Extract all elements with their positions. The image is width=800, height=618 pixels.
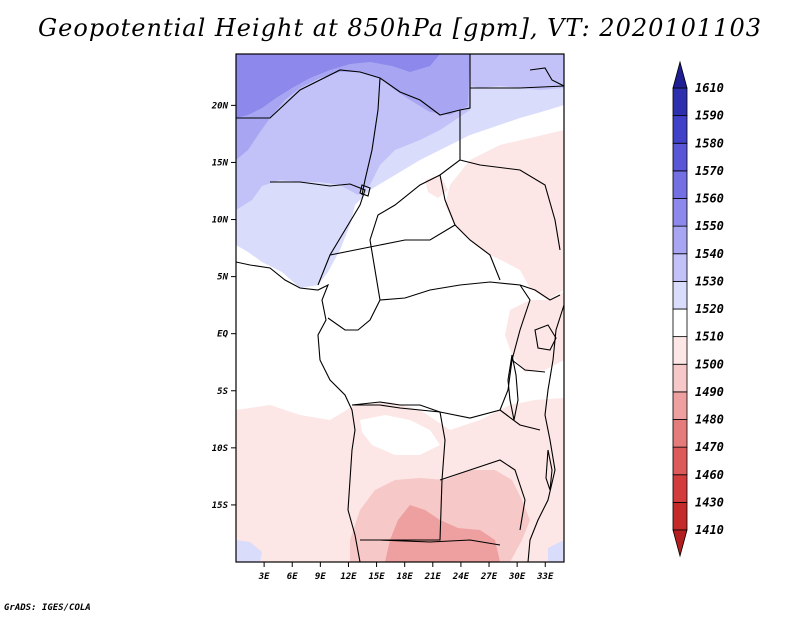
border-chad-east (439, 174, 456, 226)
contour-1500-east (445, 130, 564, 300)
border-car (329, 224, 501, 281)
colorbar-swatch (672, 198, 688, 227)
colorbar-label: 1490 (695, 385, 724, 399)
lat-label: 10S (212, 444, 229, 454)
lat-label: 5N (217, 273, 228, 283)
lat-label: 15S (212, 501, 229, 511)
colorbar-label: 1560 (695, 192, 724, 206)
contour-1480-south (385, 505, 500, 562)
lon-label: 33E (536, 572, 554, 582)
contour-1500-lake (505, 292, 564, 372)
colorbar-label: 1520 (695, 302, 724, 316)
lon-label: 30E (508, 572, 526, 582)
colorbar-swatch (672, 336, 688, 365)
lon-label: 27E (480, 572, 498, 582)
border-namibia (360, 539, 501, 546)
colorbar-label: 1610 (695, 81, 724, 95)
colorbar-label: 1430 (695, 495, 724, 509)
longitude-axis: 3E 6E 9E 12E 15E 18E 21E 24E 27E 30E 33E (258, 562, 554, 582)
colorbar-swatch (672, 253, 688, 282)
lat-label: EQ (217, 330, 228, 340)
lon-label: 18E (397, 572, 414, 582)
colorbar-swatch (672, 280, 688, 310)
lon-label: 21E (424, 572, 442, 582)
colorbar-label: 1480 (695, 413, 724, 427)
colorbar-label: 1460 (695, 468, 724, 482)
border-uganda (519, 284, 561, 301)
colorbar-swatch (672, 474, 688, 503)
contour-1510-inland (360, 415, 440, 455)
colorbar-swatch (672, 363, 688, 393)
colorbar-swatch (672, 170, 688, 199)
colorbar-swatch (672, 308, 688, 338)
colorbar-label: 1550 (695, 219, 724, 233)
border-niger-chad (361, 77, 381, 196)
colorbar-high-arrow (672, 60, 688, 89)
coastlines-and-borders (236, 54, 564, 562)
contour-1560 (236, 54, 440, 118)
border-east-inland (499, 359, 546, 431)
colorbar-label: 1530 (695, 274, 724, 288)
lon-label: 3E (258, 572, 270, 582)
border-zambia (439, 459, 526, 531)
coastline-redsea (529, 67, 564, 87)
border-sudan-south (459, 159, 561, 251)
colorbar-label: 1580 (695, 136, 724, 150)
colorbar-swatch (672, 225, 688, 255)
colorbar-low-arrow (672, 529, 688, 558)
lon-label: 15E (368, 572, 385, 582)
shaded-field (236, 54, 564, 562)
map-frame (235, 53, 565, 563)
colorbar-swatch (672, 142, 688, 172)
lon-label: 9E (315, 572, 326, 582)
colorbar-swatch (672, 446, 688, 476)
contour-1520-sw (236, 540, 262, 562)
contour-1550-corner (470, 54, 564, 90)
lake-victoria (534, 324, 557, 351)
lake-malawi (545, 449, 553, 491)
colorbar-label: 1570 (695, 164, 724, 178)
coastline-east (527, 304, 564, 562)
colorbar-label: 1540 (695, 247, 724, 261)
colorbar-label: 1500 (695, 357, 724, 371)
lon-label: 6E (287, 572, 298, 582)
border-sahel (236, 54, 471, 119)
border-congo (327, 239, 381, 331)
border-nigeria (270, 181, 366, 286)
chart-title: Geopotential Height at 850hPa [gpm], VT:… (38, 14, 762, 42)
contour-1520-se (548, 540, 564, 562)
lake-chad (359, 184, 371, 197)
lake-tanganyika (507, 354, 519, 421)
coastline-west (236, 261, 361, 562)
colorbar-label: 1590 (695, 109, 724, 123)
latitude-axis: 20N 15N 10N 5N EQ 5S 10S 15S (211, 101, 236, 511)
colorbar-swatch (672, 419, 688, 448)
colorbar: 1410 1430 1460 1470 1480 1490 1500 1510 1520 1530… (672, 60, 724, 558)
lon-label: 24E (452, 572, 470, 582)
colorbar-label: 1410 (695, 523, 724, 537)
colorbar-label: 1510 (695, 330, 724, 344)
contour-1500-neast (425, 175, 448, 198)
lon-label: 12E (340, 572, 357, 582)
colorbar-swatch (672, 115, 688, 144)
lat-label: 5S (217, 387, 228, 397)
lat-label: 10N (212, 216, 229, 226)
colorbar-swatch (672, 501, 688, 531)
colorbar-swatch (672, 87, 688, 117)
grads-credit: GrADS: IGES/COLA (4, 603, 91, 613)
border-angola (352, 404, 446, 541)
colorbar-swatch (672, 391, 688, 420)
lat-label: 15N (212, 158, 229, 168)
colorbar-label: 1470 (695, 440, 724, 454)
lat-label: 20N (211, 101, 229, 111)
